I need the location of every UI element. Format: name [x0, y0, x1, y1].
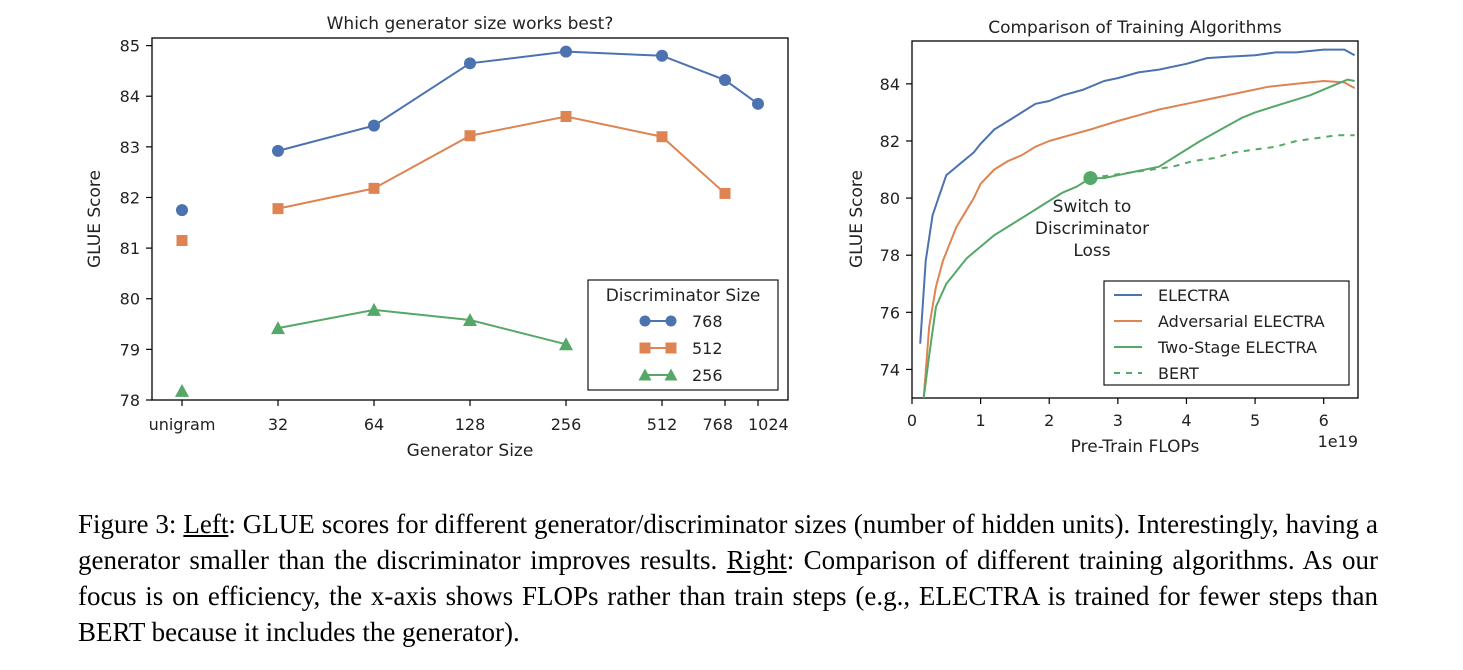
data-point-768: [752, 97, 764, 110]
y-axis-label: GLUE Score: [847, 170, 867, 268]
legend-marker: [639, 315, 651, 327]
figure-caption: Figure 3: Left: GLUE scores for differen…: [78, 506, 1378, 650]
data-point-512: [464, 130, 476, 142]
data-point-768: [656, 49, 668, 62]
y-tick-label: 78: [880, 246, 900, 265]
y-tick-label: 84: [880, 75, 900, 94]
legend-label: ELECTRA: [1158, 286, 1230, 305]
x-axis-label: Pre-Train FLOPs: [1071, 437, 1200, 457]
annotation-text: Discriminator: [1035, 219, 1149, 239]
legend-label: 768: [692, 312, 723, 331]
data-point-768: [719, 74, 731, 87]
x-axis-label: Generator Size: [407, 441, 534, 461]
chart-title: Which generator size works best?: [327, 14, 614, 34]
annotation-text: Switch to: [1053, 197, 1132, 217]
x-tick-label: 512: [647, 415, 678, 434]
data-point-256: [463, 313, 477, 327]
data-point-512: [719, 187, 731, 199]
data-point-512: [560, 110, 572, 122]
series-line-adversarial-electra: [922, 80, 1356, 398]
caption-left-text: : GLUE scores for different generator/di…: [78, 509, 1378, 575]
x-axis-multiplier: 1e19: [1318, 432, 1358, 451]
legend-label: BERT: [1158, 364, 1199, 383]
x-tick-label: 768: [702, 415, 733, 434]
data-point-256: [271, 321, 285, 335]
series-line-512: [277, 115, 726, 210]
x-tick-label: 6: [1319, 411, 1329, 430]
y-tick-label: 74: [880, 360, 900, 379]
x-tick-label: 4: [1181, 411, 1191, 430]
legend-label: Two-Stage ELECTRA: [1157, 338, 1317, 357]
data-point-768: [368, 119, 380, 132]
legend: ELECTRA Adversarial ELECTRA Two-Stage ELEC…: [1103, 280, 1350, 386]
y-tick-label: 81: [120, 239, 140, 258]
y-tick-label: 80: [880, 189, 900, 208]
legend-label: 512: [692, 339, 723, 358]
data-point-512: [272, 203, 284, 215]
legend-marker: [665, 315, 677, 327]
x-tick-label: unigram: [149, 415, 216, 434]
x-tick-label: 256: [551, 415, 582, 434]
y-tick-label: 76: [880, 303, 900, 322]
plot-frame: [911, 40, 1359, 399]
chart-title: Comparison of Training Algorithms: [988, 18, 1282, 38]
legend-marker: [638, 368, 652, 381]
data-point-768: [272, 144, 284, 157]
x-tick-label: 3: [1113, 411, 1123, 430]
legend-label: 256: [692, 366, 723, 385]
y-axis-label: GLUE Score: [85, 170, 105, 268]
series-line-256: [277, 308, 567, 346]
data-point-768: [464, 57, 476, 70]
data-point-256: [559, 337, 573, 351]
legend-label: Adversarial ELECTRA: [1158, 312, 1325, 331]
series-line-electra: [919, 48, 1356, 344]
y-tick-label: 85: [120, 37, 140, 56]
x-tick-label: 1: [976, 411, 986, 430]
figure: Which generator size works best? GLUE Sc…: [85, 14, 1359, 461]
x-tick-label: 32: [268, 415, 288, 434]
y-tick-label: 79: [120, 340, 140, 359]
y-tick-label: 84: [120, 87, 140, 106]
data-point-512: [176, 235, 188, 247]
data-point-512: [656, 131, 668, 143]
generator-size-chart: Which generator size works best? GLUE Sc…: [85, 14, 789, 461]
data-point-768: [560, 45, 572, 58]
y-tick-label: 78: [120, 391, 140, 410]
x-tick-label: 5: [1250, 411, 1260, 430]
x-tick-label: 2: [1044, 411, 1054, 430]
annotation-text: Loss: [1073, 241, 1110, 261]
data-point-512: [368, 182, 380, 194]
caption-label: Figure 3:: [78, 509, 184, 539]
legend-marker: [665, 342, 677, 354]
y-tick-label: 80: [120, 290, 140, 309]
legend-frame: [587, 279, 779, 391]
data-point-768: [176, 204, 188, 217]
caption-right-text: : Comparison of different training algor…: [78, 545, 1378, 647]
data-point-256: [367, 302, 381, 316]
annotation-marker: [1083, 171, 1098, 186]
series-line-bert: [1090, 134, 1355, 180]
x-tick-label: 64: [364, 415, 384, 434]
legend: Discriminator Size 768 512 256: [587, 279, 779, 391]
y-tick-label: 82: [880, 132, 900, 151]
x-tick-label: 1024: [748, 415, 789, 434]
legend-title: Discriminator Size: [606, 286, 761, 306]
training-algorithms-chart: Comparison of Training Algorithms GLUE S…: [847, 18, 1359, 457]
caption-left-word: Left: [183, 509, 229, 539]
y-tick-label: 82: [120, 188, 140, 207]
data-point-256: [175, 383, 189, 397]
legend-marker: [639, 342, 651, 354]
x-tick-label: 128: [455, 415, 486, 434]
x-tick-label: 0: [907, 411, 917, 430]
caption-right-word: Right: [726, 545, 787, 575]
series-line-768: [277, 50, 759, 152]
y-tick-label: 83: [120, 138, 140, 157]
legend-marker: [664, 368, 678, 381]
legend-frame: [1103, 280, 1350, 386]
